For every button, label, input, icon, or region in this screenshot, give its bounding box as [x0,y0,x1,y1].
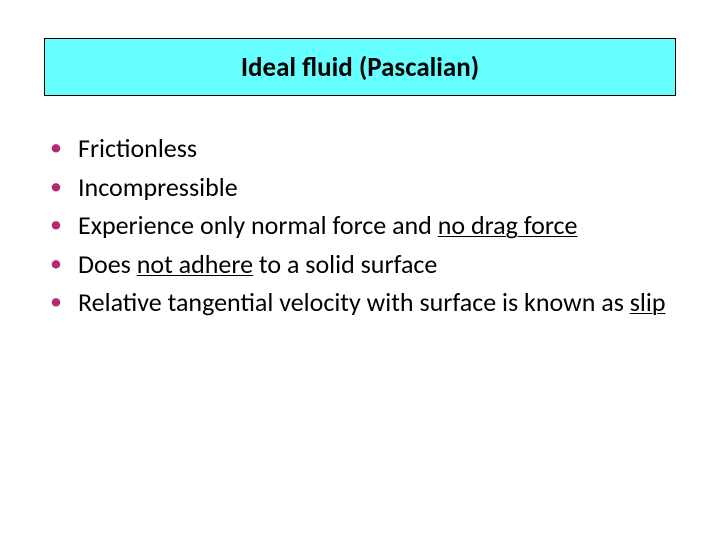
list-item-text: Incompressible [78,171,238,203]
body-area: Frictionless Incompressible Experience o… [44,132,676,325]
list-item-text-underline: slip [630,286,666,318]
list-item-text-underline: no drag force [438,209,578,241]
list-item-text: Relative tangential velocity with surfac… [78,286,630,318]
list-item: Experience only normal force and no drag… [44,209,676,242]
title-box: Ideal fluid (Pascalian) [44,38,676,96]
list-item-text: Does [78,248,137,280]
list-item: Incompressible [44,171,676,204]
list-item: Relative tangential velocity with surfac… [44,286,676,319]
list-item: Frictionless [44,132,676,165]
list-item-text: Experience only normal force and [78,209,438,241]
list-item-text: to a solid surface [253,248,437,280]
list-item: Does not adhere to a solid surface [44,248,676,281]
list-item-text-underline: not adhere [137,248,253,280]
slide: Ideal fluid (Pascalian) Frictionless Inc… [0,0,720,540]
slide-title: Ideal fluid (Pascalian) [241,51,479,84]
bullet-list: Frictionless Incompressible Experience o… [44,132,676,319]
list-item-text: Frictionless [78,132,197,164]
